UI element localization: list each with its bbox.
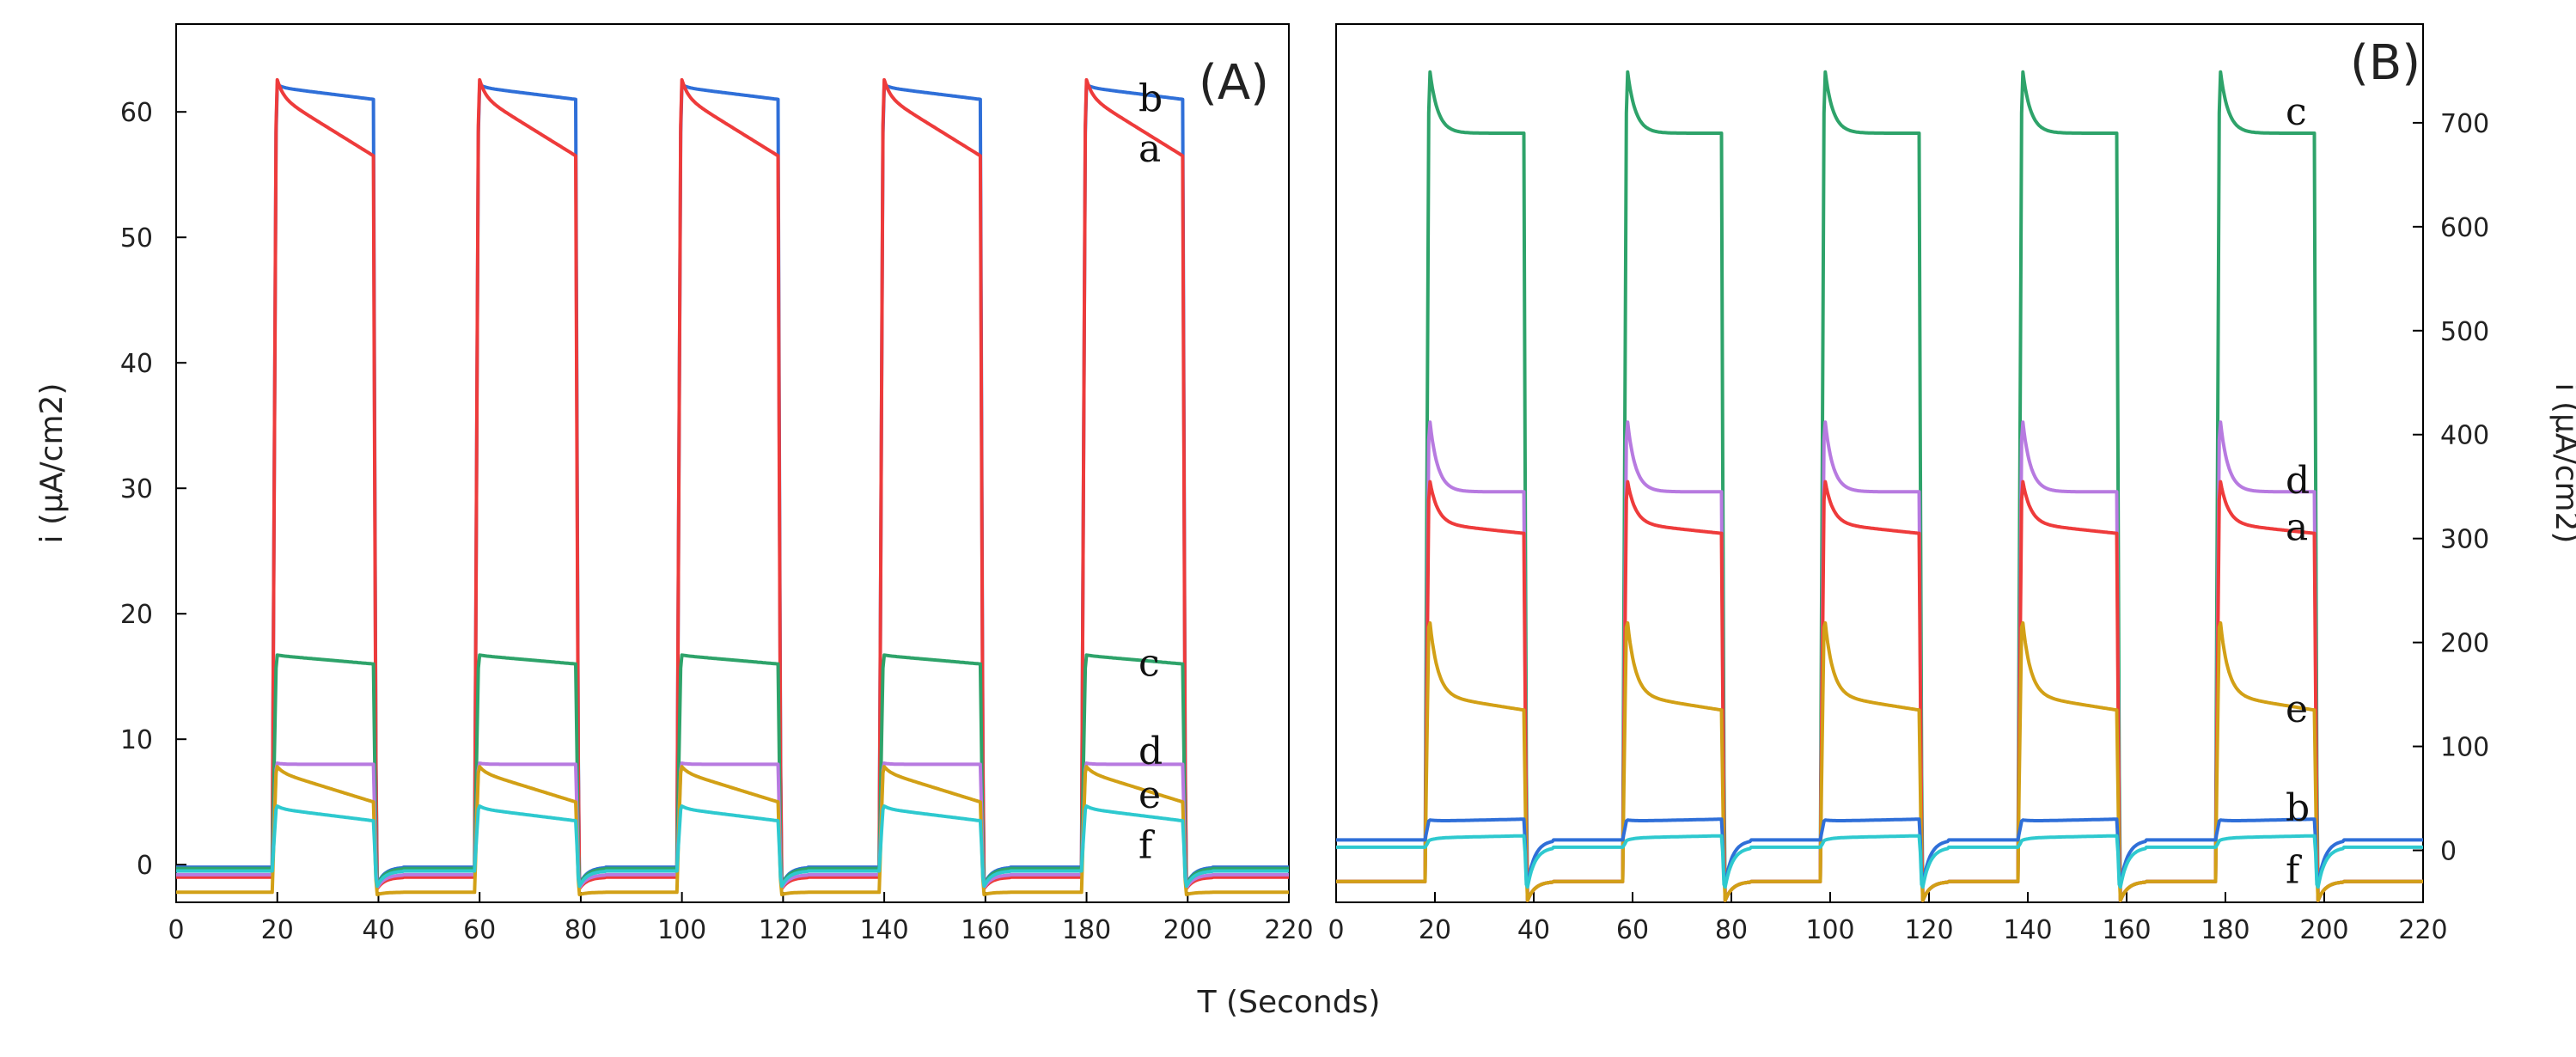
b-series-a-line — [1335, 480, 2424, 902]
b-ytick-label: 600 — [2440, 213, 2489, 243]
b-xtick-label: 120 — [1904, 915, 1953, 945]
shared-x-axis-label: T (Seconds) — [1197, 985, 1381, 1020]
b-xtick-label: 20 — [1419, 915, 1451, 945]
a-series-f-label: f — [1138, 823, 1155, 867]
a-ytick-label: 40 — [120, 349, 153, 379]
a-series-c-line — [175, 653, 1290, 888]
a-series-f-line — [175, 804, 1290, 889]
a-xtick-label: 60 — [463, 915, 496, 945]
b-series-d-label: d — [2286, 459, 2310, 503]
b-xtick-label: 200 — [2299, 915, 2348, 945]
panel-a: 0 10 20 30 40 50 60 0 20 40 60 80 100 120 140 160 180 20… — [34, 23, 1314, 945]
b-ytick-label: 0 — [2440, 837, 2457, 867]
a-xtick-label: 120 — [759, 915, 808, 945]
b-series-d-line — [1335, 420, 2424, 902]
a-xtick-label: 140 — [859, 915, 908, 945]
b-ytick-label: 400 — [2440, 421, 2489, 451]
a-series-b-line — [175, 82, 1290, 887]
a-series-d-label: d — [1138, 730, 1163, 773]
panel-a-label: (A) — [1199, 55, 1269, 111]
panel-b-curve-labels: c da e bf — [2286, 90, 2310, 893]
panel-a-yticks: 0 10 20 30 40 50 60 — [120, 98, 186, 881]
panel-a-ylabel: i (μA/cm2) — [34, 383, 70, 544]
b-xtick-label: 80 — [1715, 915, 1748, 945]
a-series-b-label: b — [1138, 77, 1163, 121]
a-xtick-label: 100 — [657, 915, 706, 945]
a-series-e-label: e — [1138, 773, 1161, 817]
a-series-a-label: a — [1138, 127, 1161, 171]
b-xtick-label: 0 — [1328, 915, 1344, 945]
a-xtick-label: 220 — [1264, 915, 1313, 945]
a-xtick-label: 20 — [261, 915, 294, 945]
a-xtick-label: 40 — [362, 915, 394, 945]
b-series-f-label: f — [2286, 849, 2302, 893]
b-ytick-label: 300 — [2440, 525, 2489, 555]
panel-a-curve-labels: ba c def — [1138, 77, 1163, 868]
a-ytick-label: 60 — [120, 98, 153, 128]
panel-b-label: (B) — [2350, 35, 2420, 91]
b-xtick-label: 40 — [1517, 915, 1550, 945]
a-xtick-label: 180 — [1062, 915, 1111, 945]
b-series-e-label: e — [2286, 687, 2308, 731]
b-series-e-line — [1335, 620, 2424, 902]
panel-b-yticks: 0 100 200 300 400 500 600 700 — [2413, 109, 2489, 867]
b-series-b-line — [1335, 817, 2424, 886]
b-xtick-label: 160 — [2102, 915, 2151, 945]
a-xtick-label: 0 — [168, 915, 184, 945]
a-series-d-line — [175, 761, 1290, 889]
a-series-c-label: c — [1138, 642, 1160, 686]
a-ytick-label: 10 — [120, 725, 153, 755]
a-xtick-label: 160 — [961, 915, 1010, 945]
panel-b-xticks: 0 20 40 60 80 100 120 140 160 180 200 220 — [1328, 892, 2448, 945]
panel-a-series — [175, 77, 1290, 896]
b-series-b-label: b — [2286, 786, 2310, 830]
panel-a-xticks: 0 20 40 60 80 100 120 140 160 180 200 220 — [168, 892, 1314, 945]
b-xtick-label: 140 — [2003, 915, 2052, 945]
b-series-c-label: c — [2286, 90, 2307, 134]
b-series-a-label: a — [2286, 506, 2308, 550]
b-ytick-label: 700 — [2440, 109, 2489, 139]
b-xtick-label: 180 — [2201, 915, 2249, 945]
a-ytick-label: 30 — [120, 474, 153, 504]
b-xtick-label: 60 — [1616, 915, 1649, 945]
a-series-e-line — [175, 765, 1290, 896]
a-series-a-line — [175, 77, 1290, 891]
b-ytick-label: 200 — [2440, 629, 2489, 659]
b-ytick-label: 100 — [2440, 733, 2489, 763]
b-ytick-label: 500 — [2440, 317, 2489, 347]
a-ytick-label: 0 — [137, 851, 153, 881]
panel-b-ylabel: i (μA/cm2) — [2549, 383, 2576, 544]
a-xtick-label: 80 — [565, 915, 597, 945]
panel-b-frame — [1335, 23, 2424, 903]
panel-b-series — [1335, 70, 2424, 902]
a-ytick-label: 50 — [120, 223, 153, 254]
b-xtick-label: 220 — [2398, 915, 2447, 945]
panel-b: 0 100 200 300 400 500 600 700 0 20 40 60 80 100 120 14… — [1328, 23, 2576, 945]
b-series-f-line — [1335, 834, 2424, 889]
panel-a-frame — [175, 23, 1290, 903]
b-xtick-label: 100 — [1805, 915, 1854, 945]
a-xtick-label: 200 — [1163, 915, 1212, 945]
a-ytick-label: 20 — [120, 600, 153, 630]
b-series-c-line — [1335, 70, 2424, 902]
